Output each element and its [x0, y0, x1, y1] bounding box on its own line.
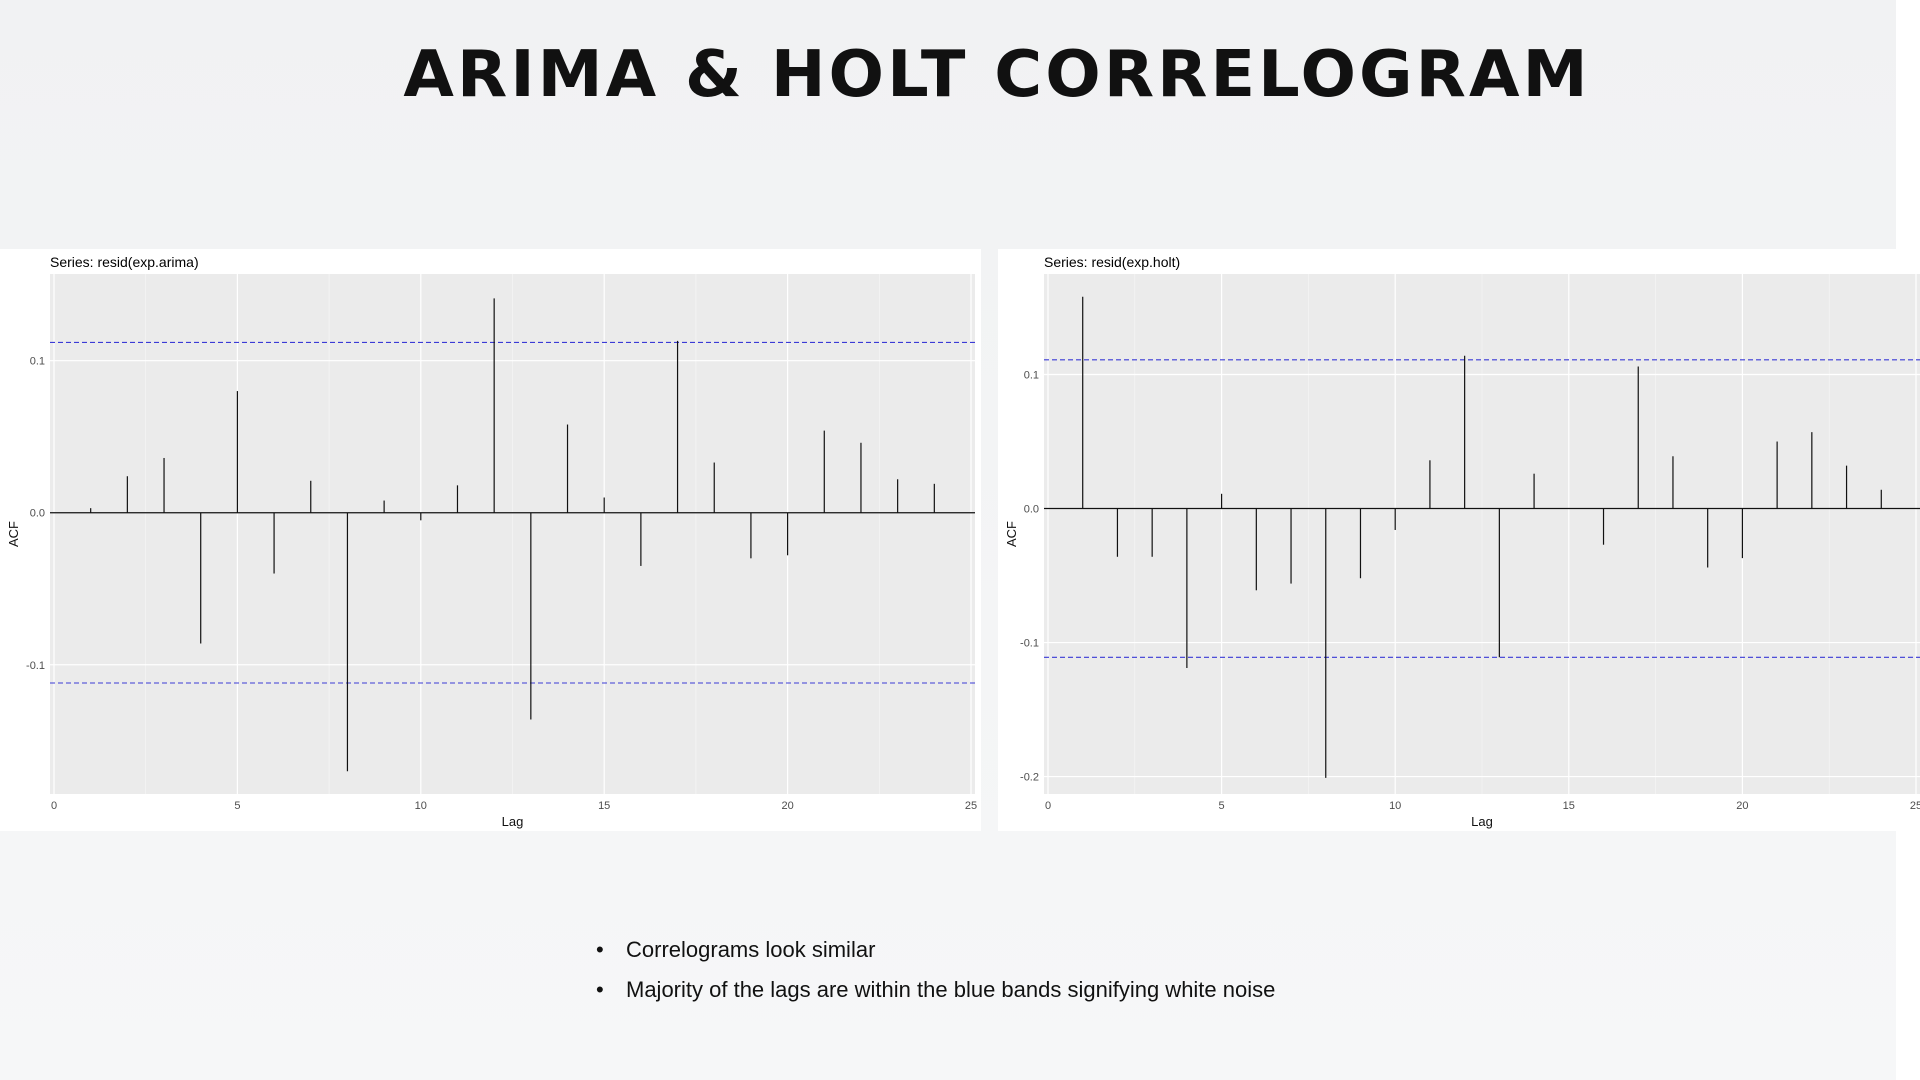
chart-panel-holt: 0 5 10 15 20 25 -0.2 -0.1 0.0 0.1 Series: resid(ex… — [998, 249, 1920, 831]
chart-arima: 0 5 10 15 20 25 -0.1 0.0 0.1 Series: resid(exp.ar… — [6, 254, 977, 829]
y-tick-label: -0.1 — [26, 660, 45, 672]
page-title: ARIMA & HOLT CORRELOGRAM — [403, 38, 1591, 112]
bullet-list: Correlograms look similar Majority of th… — [596, 930, 1275, 1010]
bullet-item: Correlograms look similar — [596, 930, 1275, 970]
y-axis-label: ACF — [6, 521, 21, 547]
x-tick-label: 10 — [1389, 800, 1401, 812]
y-axis-label: ACF — [1004, 521, 1019, 547]
x-tick-label: 10 — [415, 800, 427, 812]
x-axis-label: Lag — [502, 814, 524, 829]
x-tick-label: 20 — [781, 800, 793, 812]
x-tick-label: 20 — [1736, 800, 1748, 812]
x-tick-label: 0 — [1045, 800, 1051, 812]
y-tick-label: 0.0 — [30, 508, 45, 520]
y-tick-label: 0.0 — [1024, 504, 1039, 516]
y-tick-label: -0.2 — [1020, 772, 1039, 784]
x-axis-label: Lag — [1471, 814, 1493, 829]
x-tick-label: 0 — [51, 800, 57, 812]
x-tick-label: 25 — [1910, 800, 1920, 812]
x-tick-label: 15 — [1563, 800, 1575, 812]
chart-title: Series: resid(exp.arima) — [50, 254, 199, 270]
chart-title: Series: resid(exp.holt) — [1044, 254, 1180, 270]
bullet-item: Majority of the lags are within the blue… — [596, 970, 1275, 1010]
x-tick-label: 25 — [965, 800, 977, 812]
y-tick-label: -0.1 — [1020, 638, 1039, 650]
x-tick-label: 5 — [234, 800, 240, 812]
x-tick-label: 15 — [598, 800, 610, 812]
chart-holt: 0 5 10 15 20 25 -0.2 -0.1 0.0 0.1 Series: resid(ex… — [1004, 254, 1920, 829]
x-tick-label: 5 — [1219, 800, 1225, 812]
chart-panel-arima: 0 5 10 15 20 25 -0.1 0.0 0.1 Series: resid(exp.ar… — [0, 249, 981, 831]
y-tick-label: 0.1 — [30, 356, 45, 368]
y-tick-label: 0.1 — [1024, 370, 1039, 382]
